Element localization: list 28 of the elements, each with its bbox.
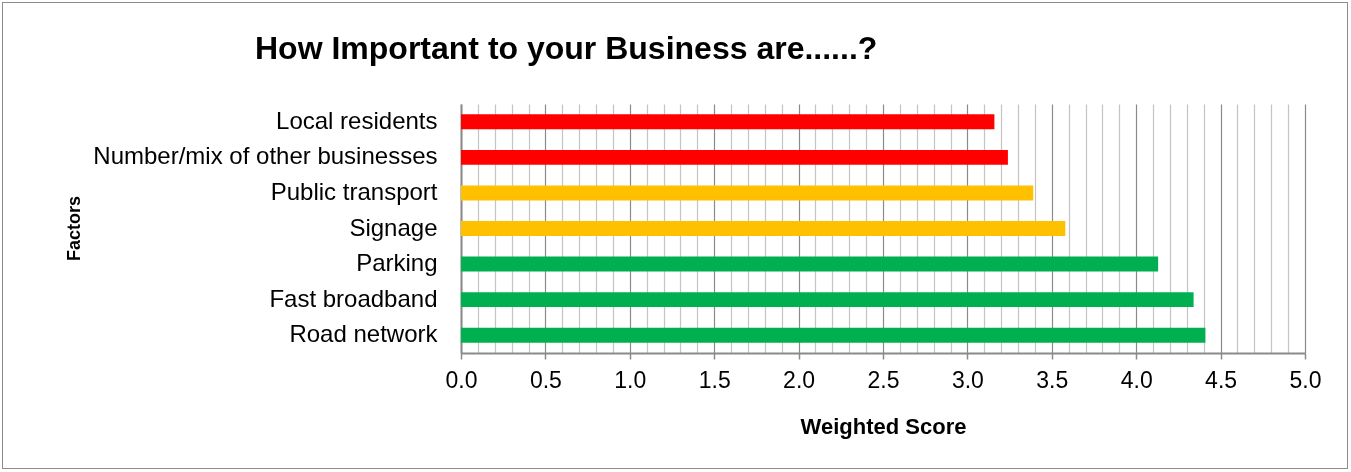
x-tick-label: 2.5 — [867, 366, 900, 393]
y-axis-title: Factors — [63, 195, 84, 262]
x-tick-label: 4.0 — [1120, 366, 1153, 393]
bar — [461, 185, 1034, 201]
bar — [461, 114, 995, 130]
bar — [461, 149, 1008, 165]
x-tick-label: 3.0 — [951, 366, 984, 393]
y-tick-label: Public transport — [270, 177, 438, 205]
y-tick-label: Fast broadband — [269, 284, 438, 312]
x-tick-label: 1.5 — [698, 366, 731, 393]
chart-title: How Important to your Business are......? — [255, 30, 878, 66]
bar — [461, 256, 1159, 272]
y-tick-label: Parking — [356, 249, 438, 277]
x-tick-label: 0.5 — [529, 366, 562, 393]
x-tick-label: 0.0 — [445, 366, 478, 393]
bar — [461, 221, 1066, 236]
x-tick-label: 2.0 — [783, 366, 816, 393]
x-tick-label: 1.0 — [614, 366, 647, 393]
x-tick-label: 5.0 — [1289, 366, 1322, 393]
x-tick-label: 4.5 — [1205, 366, 1238, 393]
bar — [461, 327, 1206, 343]
bar — [461, 292, 1194, 308]
y-tick-label: Number/mix of other businesses — [93, 142, 438, 170]
y-tick-label: Local residents — [276, 106, 438, 134]
x-axis-title: Weighted Score — [800, 413, 967, 439]
y-tick-label: Road network — [289, 320, 439, 348]
x-tick-label: 3.5 — [1036, 366, 1069, 393]
y-tick-label: Signage — [349, 213, 438, 241]
